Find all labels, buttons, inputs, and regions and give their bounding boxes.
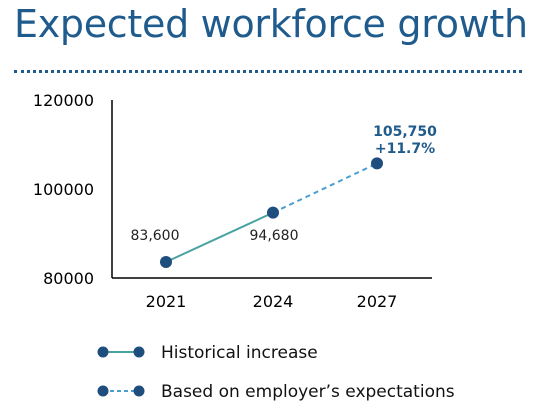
data-labels: 83,600 94,680 105,750+11.7%	[131, 124, 438, 244]
expected-series-line	[272, 162, 378, 214]
data-point	[371, 157, 383, 170]
annotation-growth: +11.7%	[375, 141, 435, 157]
legend-expected-swatch-dot	[97, 385, 109, 397]
y-tick-label: 100000	[33, 180, 94, 199]
series-lines	[165, 162, 378, 263]
chart-axes: 120000 100000 80000 2021 2024 2027	[33, 91, 432, 311]
x-tick-label: 2027	[357, 292, 398, 311]
data-points	[160, 157, 383, 268]
data-label: 94,680	[250, 228, 299, 244]
legend-expected-swatch-dot	[133, 385, 145, 397]
historical-series-line	[165, 211, 274, 263]
x-tick-label: 2024	[253, 292, 294, 311]
data-point	[267, 206, 279, 219]
legend-historical-label: Historical increase	[161, 343, 318, 363]
legend-expected-label: Based on employer’s expectations	[161, 382, 455, 402]
data-point	[160, 255, 172, 268]
y-tick-label: 80000	[43, 269, 94, 288]
legend-historical-swatch-dot	[97, 346, 109, 358]
legend-historical-swatch-dot	[133, 346, 145, 358]
title-divider	[14, 70, 522, 73]
y-tick-label: 120000	[33, 91, 94, 110]
chart-title: Expected workforce growth	[14, 2, 528, 46]
data-label: 83,600	[131, 228, 180, 244]
legend: Historical increase Based on employer’s e…	[97, 343, 455, 402]
x-tick-label: 2021	[146, 292, 187, 311]
annotation-value: 105,750	[373, 124, 437, 140]
